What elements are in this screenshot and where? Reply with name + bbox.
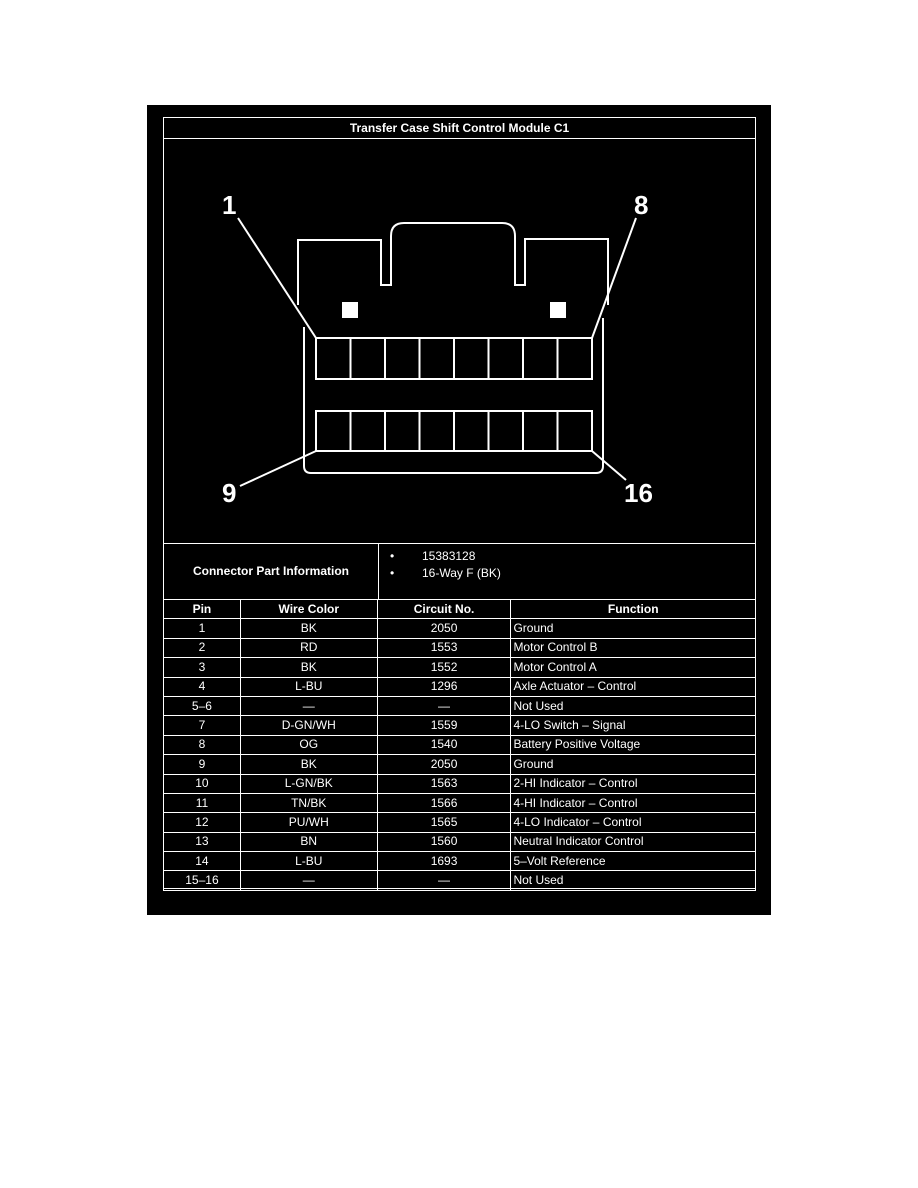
cell-function: 4-LO Indicator – Control [510, 812, 756, 833]
cell-circuit-no: 2050 [376, 754, 512, 775]
cell-pin: 7 [163, 715, 241, 736]
table-header-row: Pin Wire Color Circuit No. Function [163, 598, 756, 620]
table-row: 13 BN 1560 Neutral Indicator Control [163, 831, 756, 853]
table-row: 1 BK 2050 Ground [163, 618, 756, 639]
connector-housing-top [297, 222, 609, 305]
cell-circuit-no: 1563 [376, 773, 512, 794]
header-function: Function [510, 598, 756, 620]
cell-function: Not Used [510, 695, 756, 717]
cell-pin: 11 [163, 792, 241, 814]
cell-wire-color: BK [239, 618, 378, 639]
cell-circuit-no: 1552 [376, 657, 512, 678]
diagram-title: Transfer Case Shift Control Module C1 [163, 117, 756, 139]
cell-wire-color: — [239, 695, 378, 717]
cell-function: 2-HI Indicator – Control [510, 773, 756, 794]
header-circuit-no: Circuit No. [376, 598, 512, 620]
leader-line-pin-9 [239, 450, 317, 487]
header-wire-color: Wire Color [239, 598, 378, 620]
table-row: 12 PU/WH 1565 4-LO Indicator – Control [163, 812, 756, 833]
cell-pin: 1 [163, 618, 241, 639]
cell-wire-color: OG [239, 734, 378, 756]
cell-pin: 5–6 [163, 695, 241, 717]
table-row: 3 BK 1552 Motor Control A [163, 657, 756, 678]
cell-function: Not Used [510, 870, 756, 891]
table-row: 15–16— — Not Used [163, 870, 756, 891]
table-row: 2 RD 1553 Motor Control B [163, 637, 756, 659]
cell-wire-color: BN [239, 831, 378, 853]
leader-line-pin-1 [237, 217, 317, 339]
cell-pin: 9 [163, 754, 241, 775]
cell-function: Ground [510, 618, 756, 639]
connector-part-info: Connector Part Information • 15383128 • 16… [163, 543, 756, 600]
cell-circuit-no: — [376, 870, 512, 891]
cell-function: Neutral Indicator Control [510, 831, 756, 853]
cell-wire-color: D-GN/WH [239, 715, 378, 736]
cell-pin: 3 [163, 657, 241, 678]
cell-function: Battery Positive Voltage [510, 734, 756, 756]
cell-wire-color: BK [239, 657, 378, 678]
table-row: 11 TN/BK 1566 4-HI Indicator – Control [163, 792, 756, 814]
pin-label-16: 16 [624, 478, 653, 508]
cell-wire-color: BK [239, 754, 378, 775]
leader-line-pin-8 [591, 217, 637, 339]
latch-square-left [342, 302, 358, 318]
cell-pin: 4 [163, 676, 241, 697]
connector-info-list: • 15383128 • 16-Way F (BK) [390, 548, 501, 582]
cell-pin: 14 [163, 851, 241, 872]
cell-circuit-no: 1693 [376, 851, 512, 872]
cell-function: Motor Control A [510, 657, 756, 678]
header-pin: Pin [163, 598, 241, 620]
pin-label-1: 1 [222, 190, 236, 220]
cell-wire-color: L-BU [239, 676, 378, 697]
cell-circuit-no: 1566 [376, 792, 512, 814]
connector-housing-body [303, 318, 604, 474]
connector-info-label: Connector Part Information [164, 544, 379, 599]
cell-pin: 10 [163, 773, 241, 794]
cell-circuit-no: 1296 [376, 676, 512, 697]
cell-pin: 8 [163, 734, 241, 756]
list-item: • 16-Way F (BK) [390, 566, 501, 580]
list-item: • 15383128 [390, 549, 476, 563]
cell-function: 4-LO Switch – Signal [510, 715, 756, 736]
cell-function: 4-HI Indicator – Control [510, 792, 756, 814]
leader-line-pin-16 [591, 450, 627, 481]
cell-pin: 12 [163, 812, 241, 833]
cell-circuit-no: 2050 [376, 618, 512, 639]
cell-wire-color: — [239, 870, 378, 891]
cell-wire-color: L-BU [239, 851, 378, 872]
cell-wire-color: RD [239, 637, 378, 659]
table-row: 14 L-BU 1693 5–Volt Reference [163, 851, 756, 872]
table-row: 4 L-BU 1296 Axle Actuator – Control [163, 676, 756, 697]
cell-wire-color: PU/WH [239, 812, 378, 833]
cell-function: Ground [510, 754, 756, 775]
connector-diagram: 1 8 9 16 [222, 190, 653, 508]
cell-circuit-no: — [376, 695, 512, 717]
table-row: 5–6— — Not Used [163, 695, 756, 717]
cell-pin: 15–16 [163, 870, 241, 891]
latch-square-right [550, 302, 566, 318]
cell-circuit-no: 1565 [376, 812, 512, 833]
cell-pin: 13 [163, 831, 241, 853]
cell-circuit-no: 1540 [376, 734, 512, 756]
table-row: 10 L-GN/BK 1563 2-HI Indicator – Control [163, 773, 756, 794]
cell-circuit-no: 1553 [376, 637, 512, 659]
table-row: 8 OG 1540 Battery Positive Voltage [163, 734, 756, 756]
cell-pin: 2 [163, 637, 241, 659]
cell-function: Motor Control B [510, 637, 756, 659]
cell-function: Axle Actuator – Control [510, 676, 756, 697]
table-row: 7 D-GN/WH 1559 4-LO Switch – Signal [163, 715, 756, 736]
cell-circuit-no: 1559 [376, 715, 512, 736]
cell-circuit-no: 1560 [376, 831, 512, 853]
table-row: 9 BK 2050 Ground [163, 754, 756, 775]
cell-wire-color: TN/BK [239, 792, 378, 814]
cell-function: 5–Volt Reference [510, 851, 756, 872]
cell-wire-color: L-GN/BK [239, 773, 378, 794]
pinout-table: Pin Wire Color Circuit No. Function 1 BK 2… [163, 598, 756, 891]
pin-label-9: 9 [222, 478, 236, 508]
pin-label-8: 8 [634, 190, 648, 220]
